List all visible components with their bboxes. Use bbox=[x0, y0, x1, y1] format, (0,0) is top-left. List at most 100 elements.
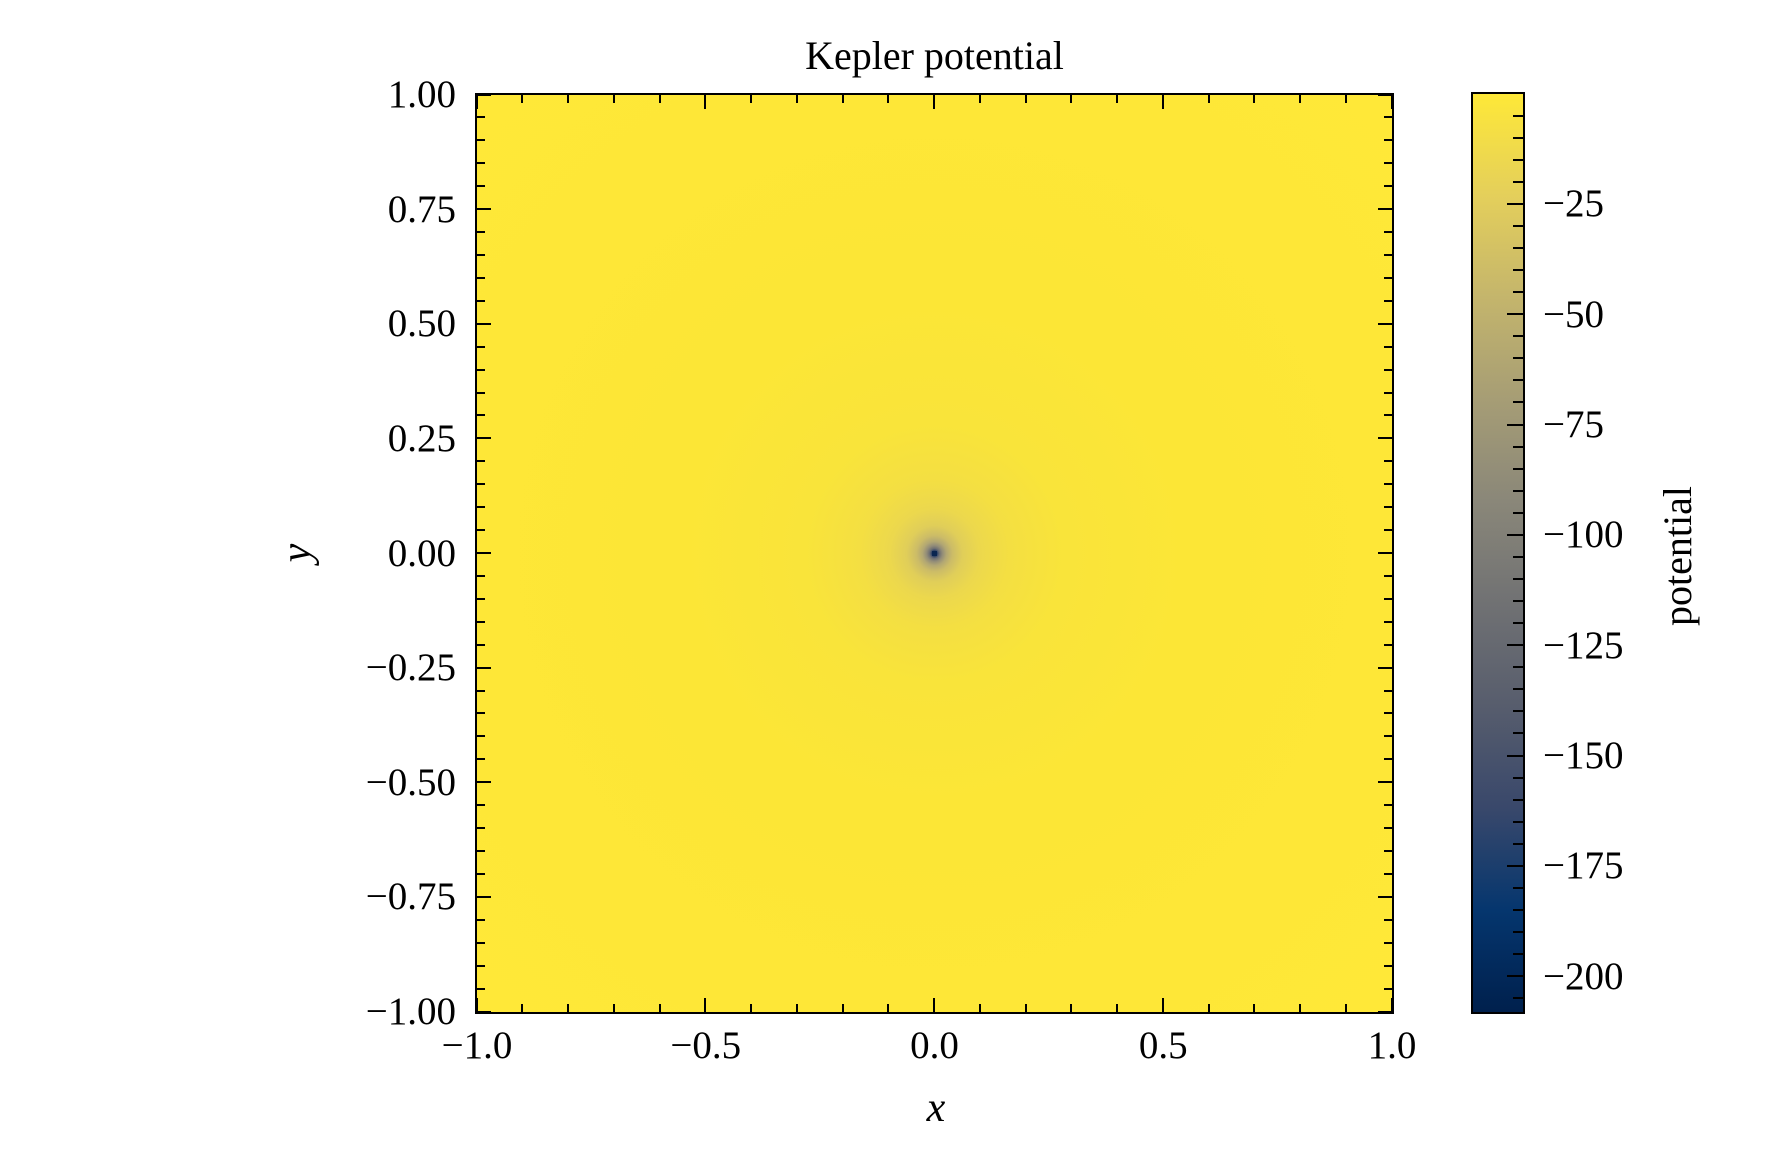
y-minor-tick bbox=[476, 139, 485, 142]
y-minor-tick bbox=[476, 276, 485, 279]
y-tick-label: −0.25 bbox=[365, 646, 456, 690]
y-minor-tick bbox=[476, 827, 485, 830]
y-major-tick bbox=[476, 1010, 491, 1013]
y-minor-tick bbox=[476, 231, 485, 234]
y-major-tick bbox=[476, 322, 491, 325]
colorbar-minor-tick bbox=[1512, 511, 1523, 514]
y-major-tick bbox=[1377, 666, 1392, 669]
x-minor-tick bbox=[1024, 1003, 1027, 1012]
x-major-tick bbox=[704, 997, 707, 1012]
colorbar-minor-tick bbox=[1512, 291, 1523, 294]
colorbar-minor-tick bbox=[1512, 710, 1523, 713]
y-minor-tick bbox=[476, 253, 485, 256]
y-minor-tick bbox=[476, 620, 485, 623]
colorbar-minor-tick bbox=[1512, 886, 1523, 889]
colorbar-minor-tick bbox=[1512, 577, 1523, 580]
y-minor-tick bbox=[476, 941, 485, 944]
x-minor-tick bbox=[1344, 94, 1347, 103]
x-minor-tick bbox=[1344, 1003, 1347, 1012]
x-minor-tick bbox=[795, 1003, 798, 1012]
colorbar-minor-tick bbox=[1512, 688, 1523, 691]
colorbar-minor-tick bbox=[1512, 732, 1523, 735]
colorbar-minor-tick bbox=[1512, 357, 1523, 360]
y-minor-tick bbox=[1383, 391, 1392, 394]
x-major-tick bbox=[1161, 94, 1164, 109]
y-major-tick bbox=[1377, 322, 1392, 325]
colorbar-major-tick bbox=[1506, 533, 1523, 536]
colorbar-minor-tick bbox=[1512, 224, 1523, 227]
colorbar-tick-label: −150 bbox=[1543, 734, 1624, 778]
x-major-tick bbox=[1390, 997, 1393, 1012]
y-minor-tick bbox=[476, 987, 485, 990]
y-minor-tick bbox=[476, 483, 485, 486]
y-minor-tick bbox=[476, 735, 485, 738]
x-tick-label: 0.0 bbox=[910, 1024, 959, 1067]
x-major-tick bbox=[1161, 997, 1164, 1012]
y-minor-tick bbox=[1383, 162, 1392, 165]
y-minor-tick bbox=[476, 689, 485, 692]
colorbar-minor-tick bbox=[1512, 335, 1523, 338]
y-major-tick bbox=[476, 781, 491, 784]
y-tick-label: 0.00 bbox=[387, 531, 456, 575]
y-minor-tick bbox=[476, 804, 485, 807]
colorbar-minor-tick bbox=[1512, 555, 1523, 558]
x-minor-tick bbox=[521, 94, 524, 103]
x-major-tick bbox=[475, 94, 478, 109]
y-major-tick bbox=[1377, 895, 1392, 898]
y-minor-tick bbox=[1383, 827, 1392, 830]
y-minor-tick bbox=[1383, 758, 1392, 761]
colorbar-minor-tick bbox=[1512, 600, 1523, 603]
x-tick-label: 0.5 bbox=[1138, 1024, 1188, 1067]
colorbar-minor-tick bbox=[1512, 666, 1523, 669]
colorbar-minor-tick bbox=[1512, 997, 1523, 1000]
y-minor-tick bbox=[476, 368, 485, 371]
y-minor-tick bbox=[1383, 253, 1392, 256]
y-minor-tick bbox=[1383, 506, 1392, 509]
y-tick-label: −0.75 bbox=[365, 875, 456, 919]
colorbar-minor-tick bbox=[1512, 953, 1523, 956]
x-minor-tick bbox=[612, 1003, 615, 1012]
y-minor-tick bbox=[1383, 185, 1392, 188]
x-minor-tick bbox=[1299, 94, 1301, 103]
y-minor-tick bbox=[1383, 689, 1392, 692]
y-major-tick bbox=[476, 666, 491, 669]
colorbar-minor-tick bbox=[1512, 776, 1523, 779]
y-minor-tick bbox=[1383, 941, 1392, 944]
colorbar-minor-tick bbox=[1512, 798, 1523, 801]
x-minor-tick bbox=[1116, 94, 1118, 103]
colorbar-tick-label: −200 bbox=[1543, 954, 1624, 998]
x-minor-tick bbox=[1070, 94, 1073, 103]
y-minor-tick bbox=[1383, 735, 1392, 738]
y-minor-tick bbox=[476, 414, 485, 417]
y-tick-label: 0.75 bbox=[387, 187, 456, 231]
colorbar-major-tick bbox=[1506, 754, 1523, 757]
x-minor-tick bbox=[521, 1003, 524, 1012]
y-minor-tick bbox=[1383, 964, 1392, 967]
y-minor-tick bbox=[476, 185, 485, 188]
x-tick-label: −0.5 bbox=[670, 1024, 742, 1067]
colorbar-major-tick bbox=[1506, 975, 1523, 978]
x-minor-tick bbox=[841, 1003, 844, 1012]
x-minor-tick bbox=[1024, 94, 1027, 103]
x-tick-label: 1.0 bbox=[1367, 1024, 1417, 1067]
y-minor-tick bbox=[1383, 872, 1392, 875]
y-minor-tick bbox=[1383, 597, 1392, 600]
y-minor-tick bbox=[1383, 368, 1392, 371]
y-minor-tick bbox=[1383, 139, 1392, 142]
colorbar-minor-tick bbox=[1512, 842, 1523, 845]
y-major-tick bbox=[476, 437, 491, 440]
x-minor-tick bbox=[658, 94, 661, 103]
x-minor-tick bbox=[658, 1003, 661, 1012]
y-tick-label: −1.00 bbox=[365, 990, 456, 1033]
colorbar-minor-tick bbox=[1512, 180, 1523, 183]
y-tick-label: 1.00 bbox=[387, 73, 456, 116]
y-minor-tick bbox=[1383, 299, 1392, 302]
colorbar-minor-tick bbox=[1512, 467, 1523, 470]
y-minor-tick bbox=[1383, 529, 1392, 532]
y-major-tick bbox=[1377, 93, 1392, 96]
x-minor-tick bbox=[1253, 94, 1256, 103]
y-minor-tick bbox=[476, 506, 485, 509]
x-major-tick bbox=[933, 997, 935, 1012]
y-minor-tick bbox=[1383, 116, 1392, 119]
x-major-tick bbox=[704, 94, 707, 109]
